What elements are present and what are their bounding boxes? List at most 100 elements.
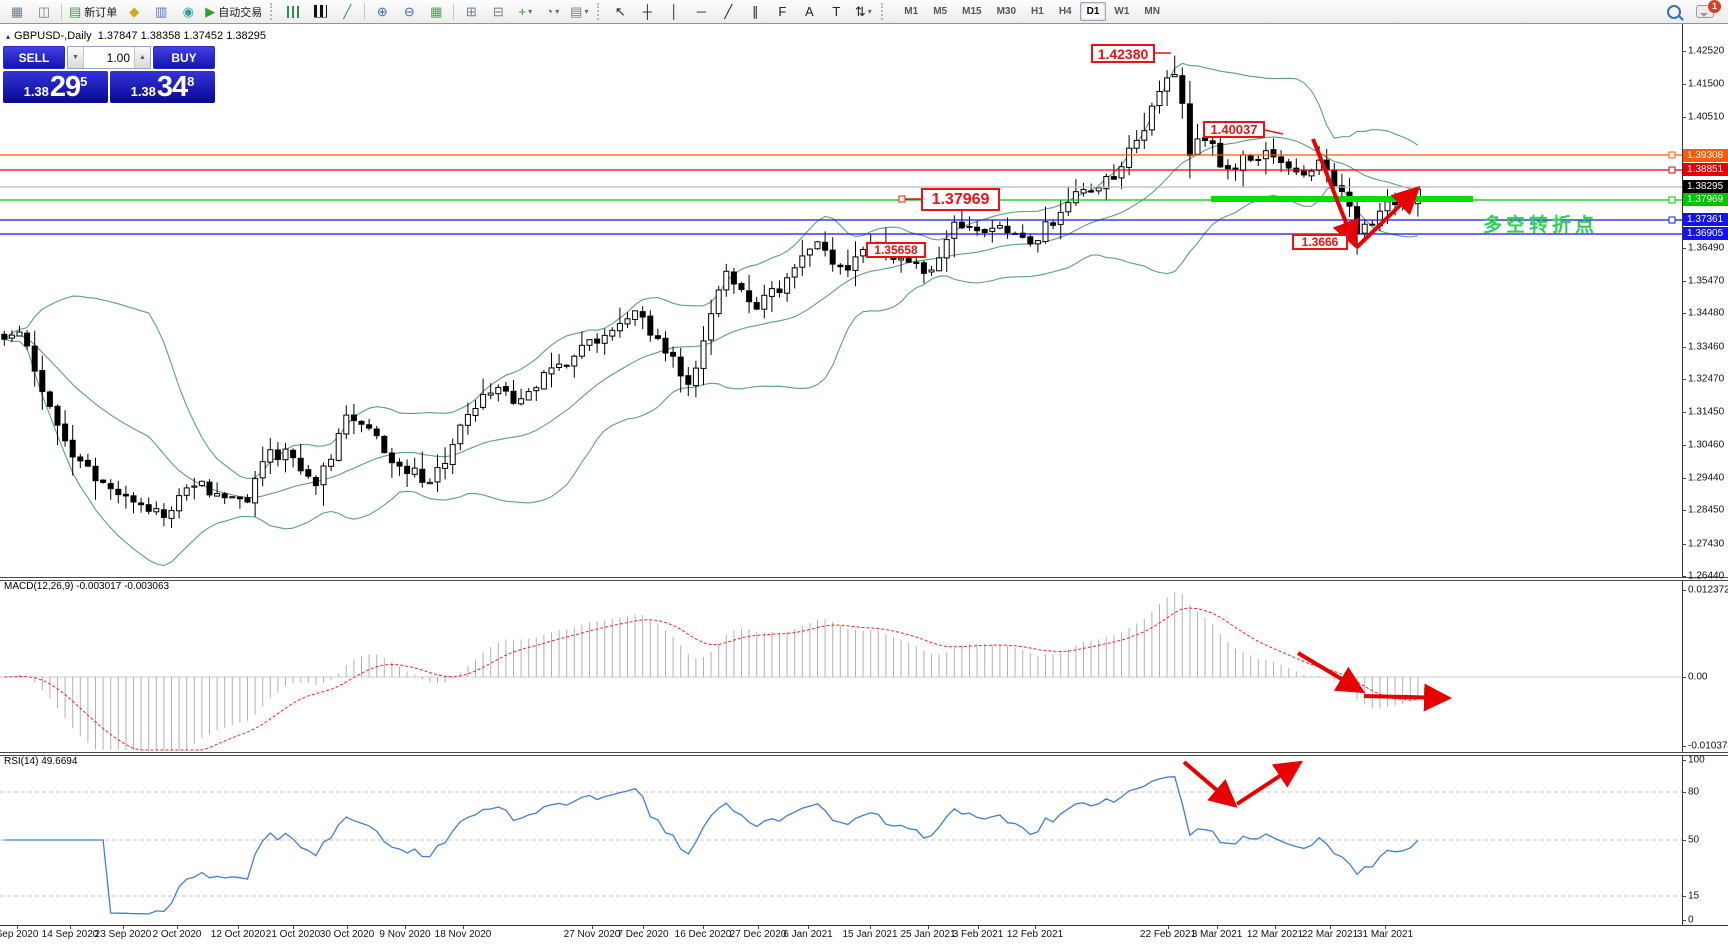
candle-body [236, 496, 243, 500]
price-annotation[interactable]: 1.35658 [866, 242, 926, 258]
candle-body [981, 229, 988, 233]
vertical-line-icon[interactable]: │ [661, 2, 687, 22]
volume-stepper[interactable]: ▼ 1.00 ▲ [67, 46, 151, 69]
volume-decrease-button[interactable]: ▼ [68, 47, 84, 68]
trend-arrow[interactable] [1182, 760, 1238, 808]
toolbar-grip [597, 3, 602, 20]
bid-price-display[interactable]: 1.38 29 5 [3, 71, 108, 103]
channel-icon[interactable]: ∥ [742, 2, 768, 22]
trendline-icon[interactable]: ╱ [715, 2, 741, 22]
chart-canvas[interactable] [0, 0, 1683, 945]
bar-chart-icon[interactable] [280, 2, 306, 22]
candle-body [1141, 130, 1148, 141]
trend-arrow[interactable] [1363, 683, 1452, 712]
support-zone-bar[interactable] [1211, 196, 1473, 202]
trendline-icon: ╱ [724, 3, 733, 19]
timeframe-M5[interactable]: M5 [933, 6, 948, 17]
align-charts-icon[interactable]: ⊟ [485, 2, 511, 22]
candle-body [1369, 223, 1376, 226]
fibonacci-icon[interactable]: F [769, 2, 795, 22]
candle-body [1202, 137, 1209, 142]
horizontal-line-icon[interactable]: ─ [688, 2, 714, 22]
chevron-down-icon: ▾ [555, 7, 560, 16]
candle-body [700, 340, 707, 369]
time-axis-line [0, 925, 1728, 926]
collapse-triangle-icon[interactable]: ▴ [6, 32, 11, 41]
signals-icon[interactable]: ◉ [175, 2, 201, 22]
timeframe-D1[interactable]: D1 [1079, 2, 1107, 21]
toolbar-search-icon[interactable] [1667, 4, 1681, 19]
candle-body [1171, 74, 1178, 78]
volume-increase-button[interactable]: ▲ [134, 47, 150, 68]
line-handle[interactable] [1668, 216, 1676, 224]
templates-menu[interactable]: ▤ ▾ [566, 2, 592, 22]
crosshair-icon[interactable]: ┼ [634, 2, 660, 22]
line-handle[interactable] [1668, 196, 1676, 204]
annotation-handle[interactable] [898, 195, 906, 203]
timeframe-M1[interactable]: M1 [904, 6, 919, 17]
price-annotation[interactable]: 1.40037 [1203, 121, 1265, 138]
candle-body [1209, 140, 1216, 145]
new-order-button[interactable]: ▤ 新订单 [66, 2, 120, 22]
timeframe-W1[interactable]: W1 [1114, 6, 1130, 17]
terminal-icon[interactable]: ▥ [148, 2, 174, 22]
trend-arrow[interactable] [1355, 185, 1421, 249]
trend-arrow[interactable] [1296, 651, 1366, 694]
macd-axis-tick-dash [1682, 746, 1686, 747]
tile-windows-icon[interactable]: ▦ [423, 2, 449, 22]
candle-body [373, 428, 380, 437]
price-annotation[interactable]: 1.3666 [1292, 234, 1348, 250]
toolbar-grip [270, 3, 275, 20]
notifications-chat-icon[interactable]: 1 [1696, 0, 1721, 18]
date-label: 21 Oct 2020 [265, 929, 321, 940]
trend-arrow[interactable] [1311, 138, 1359, 249]
sell-button[interactable]: SELL [3, 46, 65, 69]
text-icon[interactable]: A [796, 2, 822, 22]
periods-menu[interactable]: ◔ ▾ [539, 2, 565, 22]
line-handle[interactable] [1668, 151, 1676, 159]
buy-button[interactable]: BUY [153, 46, 215, 69]
price-annotation[interactable]: 1.42380 [1091, 44, 1155, 63]
panel-separator[interactable] [0, 577, 1728, 581]
auto-trading-button[interactable]: ▶ 自动交易 [202, 2, 265, 22]
price-axis-tick: 1.34480 [1688, 307, 1725, 319]
candle-body [898, 257, 905, 261]
text-label-icon[interactable]: T [823, 2, 849, 22]
volume-value[interactable]: 1.00 [106, 50, 130, 65]
charts-grid-icon[interactable]: ▦ [4, 2, 30, 22]
timeframe-H1[interactable]: H1 [1031, 6, 1044, 17]
timeframe-M30[interactable]: M30 [996, 6, 1017, 17]
date-label: 14 Sep 2020 [41, 929, 99, 940]
price-annotation[interactable]: 1.37969 [921, 188, 1000, 211]
candle-body [784, 277, 791, 294]
candle-body [31, 345, 38, 372]
timeframe-MN[interactable]: MN [1144, 6, 1160, 17]
candle-body [8, 334, 15, 339]
strategy-tester-icon[interactable]: ◫ [31, 2, 57, 22]
auto-arrange-icon[interactable]: ⊞ [458, 2, 484, 22]
candlestick-chart-icon[interactable] [307, 2, 333, 22]
candle-body [601, 334, 608, 344]
line-handle[interactable] [1668, 166, 1676, 174]
price-axis-tick-dash [1682, 412, 1686, 413]
ask-price-display[interactable]: 1.38 34 8 [110, 71, 215, 103]
cursor-icon[interactable]: ↖ [607, 2, 633, 22]
timeframe-H4[interactable]: H4 [1058, 6, 1072, 17]
metaeditor-icon[interactable]: ◆ [121, 2, 147, 22]
indicators-menu[interactable]: + ▾ [512, 2, 538, 22]
candle-body [1384, 201, 1391, 212]
candle-body [1247, 155, 1254, 161]
zoom-in-icon[interactable]: ⊕ [369, 2, 395, 22]
candle-body [799, 255, 806, 268]
trend-arrow[interactable] [1235, 760, 1304, 806]
chart-note-text[interactable]: 多空转折点 [1483, 215, 1599, 236]
zoom-out-icon[interactable]: ⊖ [396, 2, 422, 22]
price-axis-tick-dash [1682, 248, 1686, 249]
arrows-menu[interactable]: ⇅ ▾ [850, 2, 876, 22]
line-chart-icon[interactable]: ╱ [334, 2, 360, 22]
rsi-axis-tick: 15 [1688, 890, 1700, 902]
candle-body [738, 283, 745, 291]
panel-separator[interactable] [0, 752, 1728, 756]
candle-body [160, 509, 167, 518]
timeframe-M15[interactable]: M15 [962, 6, 982, 17]
